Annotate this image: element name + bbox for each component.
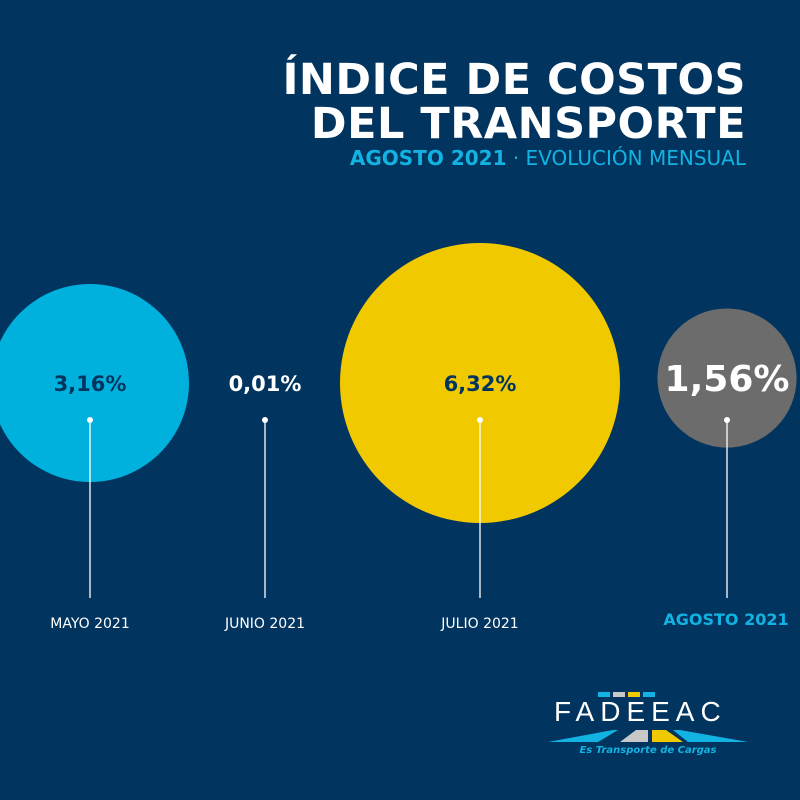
title-line-1: ÍNDICE DE COSTOS bbox=[282, 55, 746, 105]
leader-dot bbox=[477, 417, 483, 423]
logo-wordmark: FADEEAC bbox=[554, 696, 727, 727]
fadeeac-logo: FADEEAC Es Transporte de Cargas bbox=[548, 692, 748, 762]
subtitle-text: · EVOLUCIÓN MENSUAL bbox=[506, 146, 746, 170]
bubble-0 bbox=[0, 284, 189, 482]
page-title: ÍNDICE DE COSTOS DEL TRANSPORTE bbox=[282, 58, 746, 146]
category-label: JUNIO 2021 bbox=[224, 616, 305, 632]
subtitle-date: AGOSTO 2021 bbox=[349, 146, 507, 170]
category-label: AGOSTO 2021 bbox=[663, 610, 788, 629]
value-label: 0,01% bbox=[229, 372, 302, 396]
bubble-1 bbox=[259, 377, 271, 389]
value-label: 1,56% bbox=[665, 359, 790, 400]
title-line-2: DEL TRANSPORTE bbox=[310, 99, 746, 149]
leader-dot bbox=[262, 417, 268, 423]
value-label: 3,16% bbox=[54, 372, 127, 396]
bubble-3 bbox=[657, 308, 797, 448]
subtitle: AGOSTO 2021 · EVOLUCIÓN MENSUAL bbox=[350, 146, 746, 170]
category-label: JULIO 2021 bbox=[440, 616, 518, 632]
value-label: 6,32% bbox=[444, 372, 517, 396]
logo-tagline: Es Transporte de Cargas bbox=[579, 745, 717, 756]
bubble-2 bbox=[340, 243, 620, 523]
leader-dot bbox=[724, 417, 730, 423]
category-label: MAYO 2021 bbox=[50, 616, 129, 632]
leader-dot bbox=[87, 417, 93, 423]
